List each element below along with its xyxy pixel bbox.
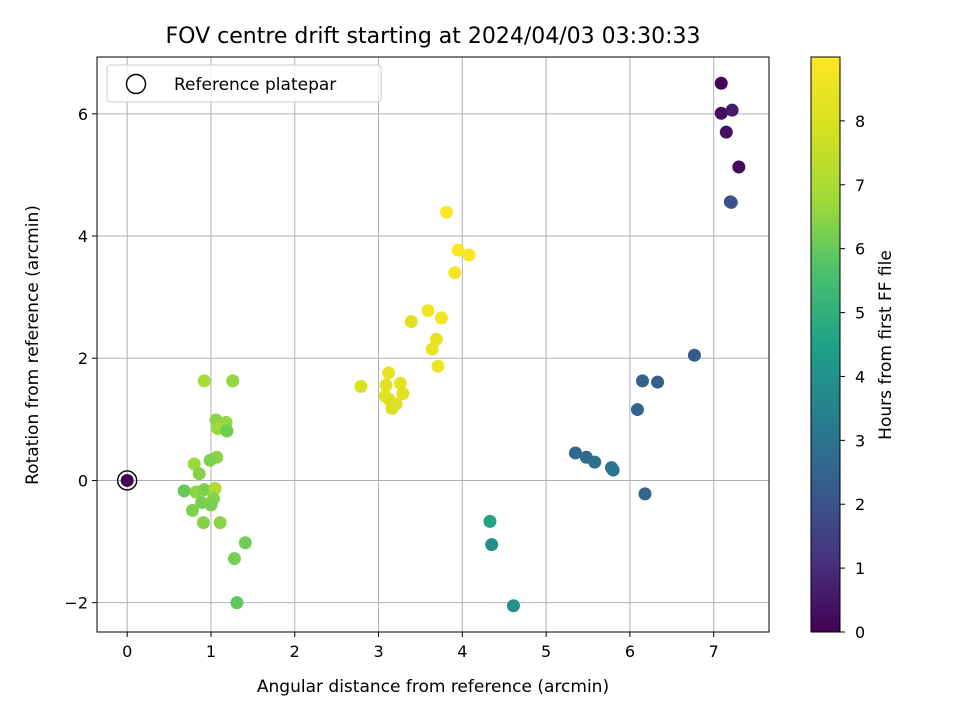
colorbar-tick-label: 5 bbox=[855, 304, 865, 323]
data-point bbox=[379, 378, 393, 392]
y-tick-label: −2 bbox=[64, 594, 88, 613]
data-point bbox=[429, 332, 443, 346]
data-point bbox=[638, 487, 652, 501]
legend: Reference platepar bbox=[106, 64, 382, 103]
data-point bbox=[714, 106, 728, 120]
data-point bbox=[208, 481, 222, 495]
data-point bbox=[382, 366, 396, 380]
x-tick-label: 0 bbox=[122, 642, 132, 661]
data-point bbox=[506, 599, 520, 613]
data-point bbox=[724, 195, 738, 209]
colorbar-tick-label: 7 bbox=[855, 176, 865, 195]
colorbar-tick-label: 8 bbox=[855, 112, 865, 131]
data-point bbox=[485, 538, 499, 552]
x-tick-label: 7 bbox=[709, 642, 719, 661]
data-point bbox=[404, 315, 418, 329]
data-point bbox=[568, 446, 582, 460]
y-tick-label: 0 bbox=[78, 471, 88, 490]
data-point bbox=[192, 467, 206, 481]
colorbar-tick-label: 6 bbox=[855, 240, 865, 259]
data-point bbox=[203, 453, 217, 467]
y-tick-label: 6 bbox=[78, 105, 88, 124]
data-point bbox=[448, 266, 462, 280]
data-point bbox=[732, 160, 746, 174]
data-point bbox=[393, 376, 407, 390]
data-point bbox=[725, 103, 739, 117]
data-point bbox=[483, 514, 497, 528]
data-point bbox=[197, 483, 211, 497]
colorbar: 0 1 2 3 4 5 6 7 8 Hours from first FF file bbox=[810, 56, 896, 642]
chart-title: FOV centre drift starting at 2024/04/03 … bbox=[166, 24, 701, 49]
data-point bbox=[588, 455, 602, 469]
plot-area-frame bbox=[96, 56, 770, 633]
colorbar-tick-label: 0 bbox=[855, 623, 865, 642]
data-point bbox=[196, 516, 210, 530]
data-point bbox=[451, 243, 465, 257]
x-tick-label: 4 bbox=[457, 642, 467, 661]
data-point bbox=[630, 403, 644, 417]
colorbar-tick-label: 1 bbox=[855, 559, 865, 578]
data-point bbox=[687, 348, 701, 362]
colorbar-tick-label: 2 bbox=[855, 495, 865, 514]
data-point bbox=[213, 516, 227, 530]
data-point bbox=[187, 457, 201, 471]
data-point bbox=[462, 248, 476, 262]
legend-box bbox=[106, 64, 382, 103]
data-point bbox=[421, 304, 435, 318]
data-point bbox=[606, 463, 620, 477]
data-point bbox=[354, 379, 368, 393]
y-tick-label: 2 bbox=[78, 349, 88, 368]
data-point bbox=[226, 374, 240, 388]
data-point bbox=[177, 484, 191, 498]
legend-marker-icon bbox=[125, 73, 147, 95]
y-axis-label: Rotation from reference (arcmin) bbox=[23, 205, 43, 485]
data-point bbox=[204, 498, 218, 512]
x-tick-label: 2 bbox=[290, 642, 300, 661]
colorbar-tick-label: 4 bbox=[855, 367, 865, 386]
x-tick-label: 1 bbox=[206, 642, 216, 661]
colorbar-ticks: 0 1 2 3 4 5 6 7 8 bbox=[840, 112, 865, 642]
data-point bbox=[197, 374, 211, 388]
data-point bbox=[238, 536, 252, 550]
colorbar-gradient bbox=[810, 56, 841, 633]
data-point bbox=[651, 375, 665, 389]
data-point bbox=[425, 342, 439, 356]
data-point bbox=[431, 359, 445, 373]
y-axis-ticks: −2 0 2 4 6 bbox=[64, 105, 97, 613]
data-point bbox=[120, 473, 134, 487]
data-point bbox=[714, 76, 728, 90]
data-point bbox=[227, 552, 241, 566]
reference-platepar-marker bbox=[116, 470, 138, 491]
data-point bbox=[186, 503, 200, 517]
data-point bbox=[396, 387, 410, 401]
x-axis-ticks: 0 1 2 3 4 5 6 7 bbox=[122, 632, 719, 661]
data-point bbox=[719, 125, 733, 139]
colorbar-label: Hours from first FF file bbox=[876, 250, 896, 440]
data-point bbox=[220, 424, 234, 438]
data-point bbox=[434, 311, 448, 325]
x-tick-label: 3 bbox=[373, 642, 383, 661]
grid-lines bbox=[97, 57, 769, 632]
data-point bbox=[439, 205, 453, 219]
legend-label: Reference platepar bbox=[174, 75, 336, 95]
data-points bbox=[116, 76, 746, 613]
y-tick-label: 4 bbox=[78, 227, 88, 246]
data-point bbox=[635, 374, 649, 388]
data-point bbox=[230, 596, 244, 610]
x-tick-label: 6 bbox=[625, 642, 635, 661]
x-tick-label: 5 bbox=[541, 642, 551, 661]
x-axis-label: Angular distance from reference (arcmin) bbox=[257, 677, 609, 697]
colorbar-tick-label: 3 bbox=[855, 431, 865, 450]
data-point bbox=[385, 401, 399, 415]
